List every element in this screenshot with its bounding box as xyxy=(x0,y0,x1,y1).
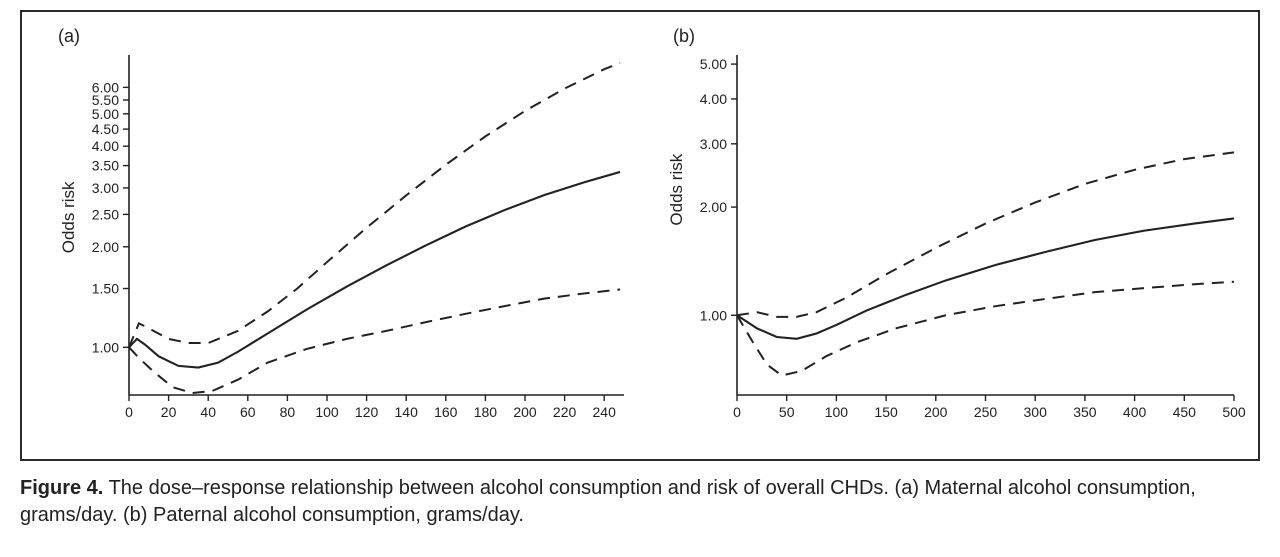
upper-ci-line xyxy=(129,63,620,347)
x-tick-label: 140 xyxy=(395,404,419,420)
figure-label: Figure 4. xyxy=(20,477,103,499)
x-tick-label: 60 xyxy=(240,404,256,420)
chart-b-svg: (b) 0 50 100 150 200 250 300 350 400 450 500 1.00 2.0… xyxy=(659,20,1249,450)
x-tick-label: 240 xyxy=(593,404,617,420)
y-tick-label: 1.00 xyxy=(700,307,727,323)
x-tick-label: 120 xyxy=(355,404,379,420)
chart-a-svg: (a) 0 20 40 60 80 100 120 140 160 180 200 220 240 1.00… xyxy=(44,20,639,450)
y-tick-label: 2.50 xyxy=(92,206,119,222)
figure-page: (a) 0 20 40 60 80 100 120 140 160 180 200 220 240 1.00… xyxy=(0,0,1280,557)
x-tick-label: 180 xyxy=(474,404,498,420)
y-tick-label: 3.50 xyxy=(92,158,119,174)
y-tick-label: 2.00 xyxy=(700,199,727,215)
panel-tag: (a) xyxy=(58,26,80,46)
x-tick-label: 220 xyxy=(553,404,577,420)
x-tick-label: 450 xyxy=(1173,404,1197,420)
x-tick-label: 200 xyxy=(924,404,948,420)
x-tick-label: 250 xyxy=(974,404,998,420)
lower-ci-line xyxy=(737,282,1234,376)
center-line xyxy=(129,172,620,368)
x-tick-label: 350 xyxy=(1073,404,1097,420)
x-tick-label: 80 xyxy=(280,404,296,420)
y-axis-label: Odds risk xyxy=(59,181,78,253)
y-tick-label: 2.00 xyxy=(92,239,119,255)
x-tick-label: 160 xyxy=(434,404,458,420)
x-tick-label: 20 xyxy=(161,404,177,420)
x-tick-label: 300 xyxy=(1024,404,1048,420)
chart-b-area: (b) 0 50 100 150 200 250 300 350 400 450 500 1.00 2.0… xyxy=(659,20,1249,450)
y-tick-label: 4.50 xyxy=(92,121,119,137)
x-tick-label: 150 xyxy=(874,404,898,420)
figure-caption: Figure 4. The dose–response relationship… xyxy=(20,475,1260,529)
y-tick-label: 1.00 xyxy=(92,339,119,355)
charts-frame: (a) 0 20 40 60 80 100 120 140 160 180 200 220 240 1.00… xyxy=(20,10,1260,461)
center-line xyxy=(737,218,1234,338)
y-tick-label: 3.00 xyxy=(92,180,119,196)
chart-a-area: (a) 0 20 40 60 80 100 120 140 160 180 200 220 240 1.00… xyxy=(44,20,639,450)
y-tick-label: 6.00 xyxy=(92,79,119,95)
upper-ci-line xyxy=(737,152,1234,316)
x-tick-label: 200 xyxy=(513,404,537,420)
figure-caption-text: The dose–response relationship between a… xyxy=(20,477,1196,526)
y-tick-label: 3.00 xyxy=(700,136,727,152)
x-tick-label: 500 xyxy=(1222,404,1246,420)
y-tick-label: 4.00 xyxy=(92,138,119,154)
y-axis-label: Odds risk xyxy=(667,153,686,225)
x-tick-label: 400 xyxy=(1123,404,1147,420)
x-tick-label: 40 xyxy=(200,404,216,420)
y-tick-label: 5.00 xyxy=(92,106,119,122)
x-tick-label: 100 xyxy=(825,404,849,420)
x-tick-label: 100 xyxy=(315,404,339,420)
x-tick-label: 0 xyxy=(125,404,133,420)
y-tick-label: 4.00 xyxy=(700,91,727,107)
y-tick-label: 1.50 xyxy=(92,281,119,297)
lower-ci-line xyxy=(129,289,620,393)
panel-tag: (b) xyxy=(673,26,695,46)
y-tick-label: 5.00 xyxy=(700,56,727,72)
x-tick-label: 50 xyxy=(779,404,795,420)
x-tick-label: 0 xyxy=(733,404,741,420)
